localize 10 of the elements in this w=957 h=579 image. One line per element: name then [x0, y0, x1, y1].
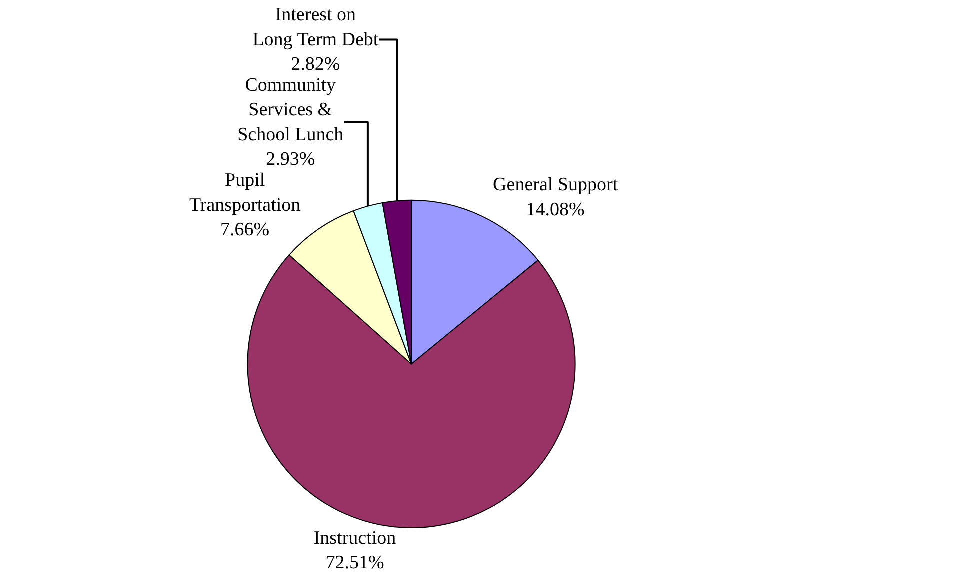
slice-label: Pupil Transportation — [189, 170, 302, 216]
data-label: 72.51% — [326, 552, 384, 574]
slice-label: Interest on Long Term Debt — [252, 4, 380, 50]
data-label: 14.08% — [526, 199, 586, 220]
slice-label: Instruction — [314, 528, 397, 549]
data-label: 2.93% — [266, 149, 316, 170]
slice-label: General Support — [493, 174, 619, 196]
slice-label: Community Services & School Lunch — [238, 74, 344, 146]
data-label: 7.66% — [220, 219, 270, 240]
data-label: 2.82% — [291, 54, 340, 75]
